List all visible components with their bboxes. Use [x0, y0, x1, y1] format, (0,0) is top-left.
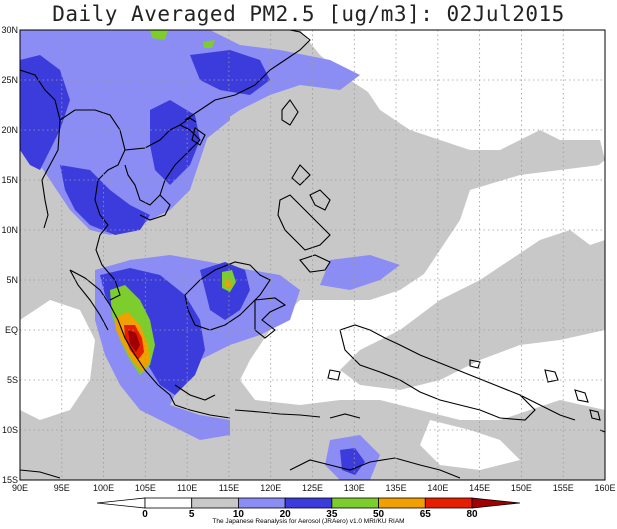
colorbar-bin	[331, 497, 379, 509]
white-hole-pacific	[420, 165, 605, 290]
lat-label-5S: 5S	[7, 375, 18, 385]
blue-region-myanmar	[60, 165, 150, 235]
latitude-labels: 30N 25N 20N 15N 10N 5N EQ 5S 10S 15S	[1, 25, 18, 485]
colorbar-label: 50	[373, 509, 385, 520]
lon-label-105E: 105E	[135, 483, 156, 493]
lon-label-140E: 140E	[427, 483, 448, 493]
colorbar-label: 35	[326, 509, 338, 520]
blue-region-borneo	[200, 262, 250, 320]
colorbar-bin	[471, 497, 521, 509]
colorbar-label: 10	[233, 509, 245, 520]
white-strip-north	[300, 30, 450, 125]
colorbar-bin	[96, 497, 146, 509]
lat-label-20N: 20N	[1, 125, 18, 135]
green-region-north-2	[203, 40, 215, 48]
lon-label-155E: 155E	[553, 483, 574, 493]
colorbar-bin	[378, 497, 426, 509]
colorbar-label: 20	[280, 509, 292, 520]
darkred-region-sumatra	[128, 330, 140, 352]
lon-label-115E: 115E	[219, 483, 239, 493]
lat-lon-grid	[20, 30, 605, 480]
lon-label-90E: 90E	[12, 483, 28, 493]
colorbar-bin	[424, 497, 473, 509]
lon-label-125E: 125E	[302, 483, 323, 493]
lat-label-25N: 25N	[1, 75, 18, 85]
coastlines	[20, 30, 605, 479]
colorbar-label: 5	[189, 509, 195, 520]
longitude-labels: 90E 95E 100E 105E 110E 115E 120E 125E 130E 135E 14…	[12, 483, 616, 493]
credit-line: The Japanese Reanalysis for Aerosol (JRA…	[212, 518, 405, 525]
gray-region-pacific	[340, 230, 605, 390]
lat-label-5N: 5N	[6, 275, 18, 285]
orange-region-borneo	[225, 280, 231, 287]
blue-region-china-south	[190, 50, 270, 95]
colorbar-bin	[144, 497, 193, 509]
blue-region-india	[20, 55, 70, 170]
lon-label-160E: 160E	[594, 483, 615, 493]
lon-label-130E: 130E	[344, 483, 365, 493]
blue-region-java	[340, 448, 365, 475]
lon-label-145E: 145E	[469, 483, 490, 493]
plot-frame	[19, 29, 606, 481]
map-title: Daily Averaged PM2.5 [ug/m3]: 02Jul2015	[52, 2, 565, 26]
lon-label-135E: 135E	[386, 483, 407, 493]
lon-label-100E: 100E	[93, 483, 114, 493]
lon-label-120E: 120E	[260, 483, 281, 493]
lon-label-150E: 150E	[511, 483, 532, 493]
lightblue-region-east	[320, 255, 400, 290]
lat-label-10N: 10N	[1, 225, 18, 235]
lon-label-110E: 110E	[177, 483, 197, 493]
colorbar: 0 5 10 20 35 50 65 80	[96, 497, 521, 520]
colorbar-label: 80	[466, 509, 478, 520]
lat-label-15S: 15S	[2, 475, 18, 485]
green-region-north-1	[150, 30, 168, 40]
lat-label-30N: 30N	[1, 25, 18, 35]
colorbar-label: 65	[420, 509, 432, 520]
lon-label-95E: 95E	[54, 483, 70, 493]
colorbar-bin	[238, 497, 286, 509]
colorbar-label: 0	[142, 509, 148, 520]
colorbar-bin	[284, 497, 333, 509]
lat-label-15N: 15N	[1, 175, 18, 185]
lat-label-EQ: EQ	[5, 325, 18, 335]
white-hole-se	[420, 420, 520, 470]
lat-label-10S: 10S	[2, 425, 18, 435]
colorbar-bin	[191, 497, 239, 509]
